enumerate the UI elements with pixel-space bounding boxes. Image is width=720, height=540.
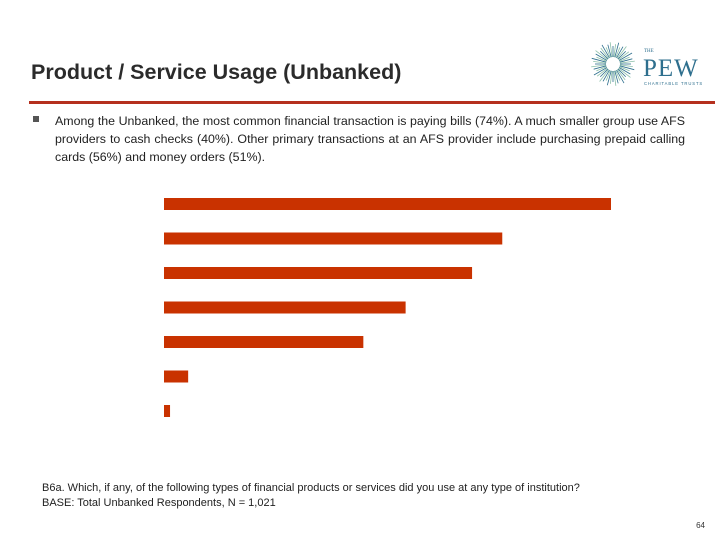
sunburst-ray [601,44,610,59]
sunburst-ray [595,50,608,61]
footnote: B6a. Which, if any, of the following typ… [42,481,580,511]
sunburst-ray [614,42,620,58]
sunburst-ray [607,44,612,58]
title-divider [29,101,715,104]
sunburst-ray [593,60,607,64]
sunburst-ray [600,47,610,59]
sunburst-ray [616,69,626,81]
logo-subtitle-text: CHARITABLE TRUSTS [644,81,703,86]
sunburst-ray [619,64,633,68]
sunburst-ray [616,46,624,59]
sunburst-ray [596,56,607,62]
bar-1 [164,198,611,210]
sunburst-ray [615,70,621,81]
bar-4 [164,301,406,314]
sunburst-ray [617,50,627,60]
footnote-question: B6a. Which, if any, of the following typ… [42,482,580,494]
bar-7 [164,405,171,417]
sunburst-ray [609,70,613,84]
sunburst-ray [618,67,631,75]
sunburst-ray [602,69,610,82]
bar-3 [164,267,473,279]
sunburst-ray [605,47,611,58]
bullet-paragraph: Among the Unbanked, the most common fina… [33,112,685,166]
sunburst-ray [617,68,627,78]
sunburst-ray [599,68,609,78]
sunburst-ray [619,66,630,72]
sunburst-ray [599,69,610,82]
pew-logo: THE PEW CHARITABLE TRUSTS [591,42,703,86]
bullet-text: Among the Unbanked, the most common fina… [55,114,685,164]
sunburst-ray [595,53,608,61]
usage-bar-chart [164,198,611,417]
logo-the-text: THE [644,49,654,54]
sunburst-ray [613,70,617,86]
sunburst-ray [596,66,607,72]
sunburst-ray [605,70,611,81]
sunburst-ray [619,56,630,62]
footnote-base: BASE: Total Unbanked Respondents, N = 1,… [42,497,276,509]
sunburst-ray [593,67,608,76]
sunburst-ray [619,58,633,63]
sunburst-ray [616,46,627,59]
logo-name-text: PEW [643,55,699,82]
sunburst-ray [616,69,625,84]
bullet-icon [33,116,39,122]
sunburst-icon [591,42,635,86]
page-number: 64 [696,521,705,530]
bar-5 [164,336,364,348]
sunburst-ray [618,52,633,61]
sunburst-ray [613,44,617,58]
sunburst-ray [591,57,607,63]
sunburst-ray [609,42,613,58]
sunburst-ray [618,67,631,78]
sunburst-ray [599,50,609,60]
sunburst-ray [606,70,612,86]
sunburst-ray [618,51,630,61]
sunburst-ray [614,70,619,84]
sunburst-ray [619,65,635,71]
bar-6 [164,370,189,383]
sunburst-ray [593,65,607,70]
sunburst-ray [591,64,607,68]
bar-2 [164,232,503,245]
sunburst-ray [619,60,635,64]
sunburst-ray [596,67,608,77]
sunburst-ray [615,47,621,58]
slide-title: Product / Service Usage (Unbanked) [31,60,402,84]
